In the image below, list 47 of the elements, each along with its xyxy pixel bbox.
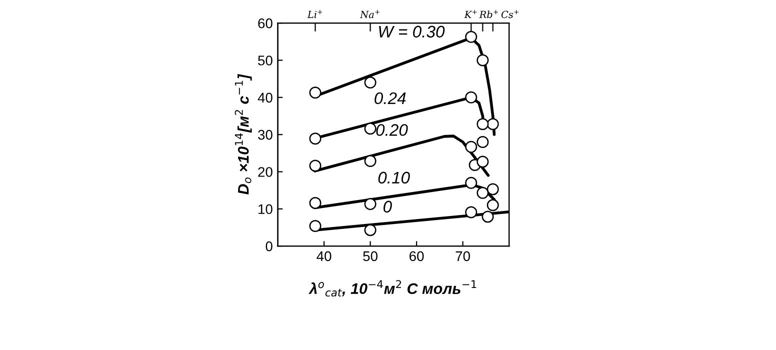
- y-tick-label: 20: [258, 167, 272, 177]
- point: [465, 176, 478, 189]
- point: [364, 122, 376, 135]
- point: [364, 76, 376, 89]
- text: Na$^{+}$: [360, 10, 380, 18]
- x-tick-label: 60: [410, 251, 424, 262]
- point: [486, 118, 499, 130]
- point: [486, 199, 499, 212]
- point: [309, 220, 322, 232]
- y-tick-label: 40: [258, 92, 272, 103]
- point: [476, 136, 489, 148]
- y-tick-label: 10: [258, 204, 272, 214]
- text: D$_{o}$ ×10$^{14}$[м$^{2}$ с$^{−1}$]: [234, 74, 252, 194]
- text: λ$^{o}$$_{cat}$, 10$^{−4}$м$^{2}$ С моль$^{−1}$: [308, 280, 476, 297]
- point: [309, 196, 322, 209]
- point: [309, 86, 322, 99]
- y-tick-label: 30: [258, 130, 272, 140]
- y-tick-label: 60: [258, 18, 272, 28]
- text: Li$^{+}$: [307, 10, 322, 18]
- annotation: 0: [384, 200, 392, 213]
- point: [465, 30, 478, 43]
- point: [465, 91, 478, 104]
- point: [476, 118, 489, 130]
- point: [465, 206, 478, 218]
- y-tick-label: 50: [258, 56, 272, 66]
- point: [476, 186, 489, 199]
- point: [309, 132, 322, 145]
- point: [364, 154, 376, 167]
- point: [476, 54, 489, 66]
- x-tick-label: 50: [363, 251, 378, 262]
- point: [482, 210, 494, 223]
- text: K$^{+}$: [464, 10, 477, 18]
- point: [364, 198, 376, 210]
- text: Rb$^{+}$: [479, 10, 498, 18]
- point: [476, 156, 489, 168]
- point: [309, 160, 322, 172]
- point: [364, 224, 376, 236]
- text: Cs$^{+}$: [501, 10, 519, 18]
- x-tick-label: 70: [456, 251, 470, 262]
- annotation: 0.10: [378, 172, 410, 184]
- y-tick-label: 0: [266, 241, 272, 252]
- annotation: W = 0.30: [379, 26, 445, 38]
- x-tick-label: 40: [316, 251, 332, 262]
- point: [486, 183, 499, 196]
- point: [465, 140, 478, 153]
- annotation: 0.20: [376, 124, 408, 136]
- annotation: 0.24: [374, 92, 406, 104]
